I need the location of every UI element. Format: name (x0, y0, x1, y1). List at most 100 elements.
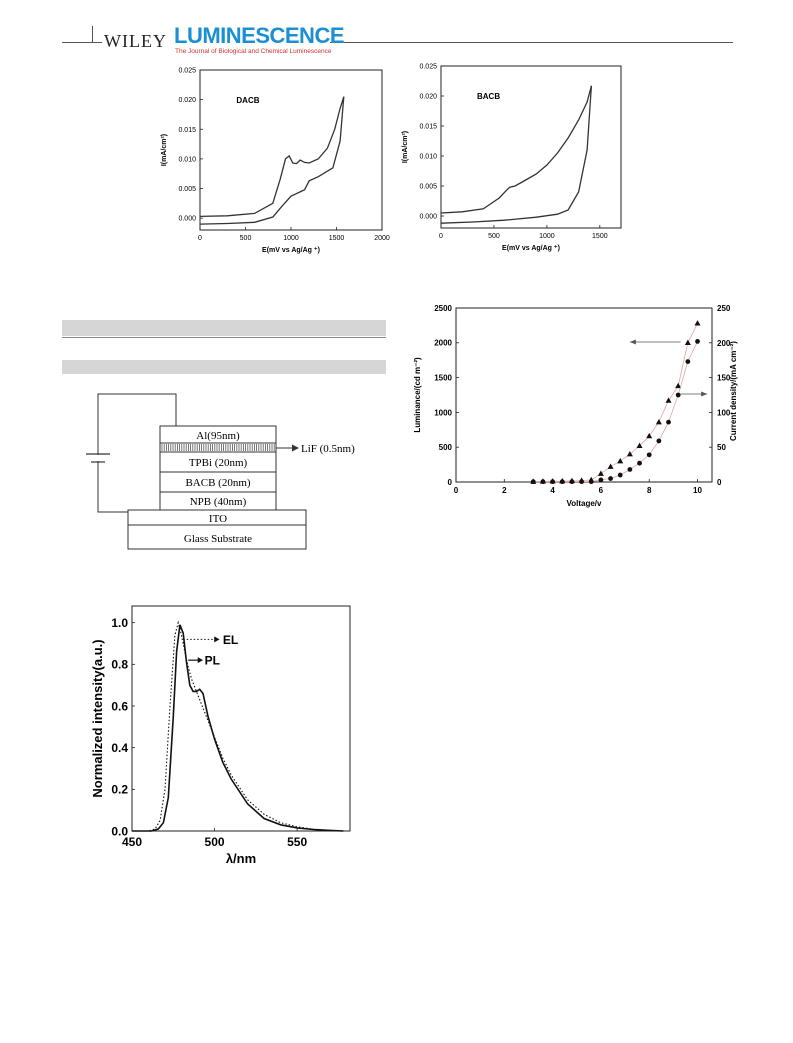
plot-frame (440, 65, 622, 229)
x-axis-label: E(mV vs Ag/Ag ⁺) (502, 245, 560, 252)
journal-subtitle: The Journal of Biological and Chemical L… (175, 48, 332, 55)
y-tick-label: 0.8 (111, 658, 128, 672)
pl-label: PL (205, 654, 220, 668)
cv-curve (440, 85, 593, 214)
series-line (533, 323, 698, 483)
x-tick-label: 10 (693, 486, 702, 495)
circle-point (598, 477, 604, 483)
y-tick-label: 0.010 (419, 154, 437, 161)
y-right-axis-label: Current density/(mA cm⁻²) (729, 341, 738, 441)
circle-point (559, 479, 565, 485)
x-tick-label: 1500 (329, 235, 345, 242)
circle-point (530, 479, 536, 485)
triangle-point (694, 320, 701, 326)
triangle-point (597, 470, 604, 476)
y-tick-label: 2000 (434, 339, 452, 348)
circle-point (685, 359, 691, 364)
x-tick-label: 550 (287, 835, 307, 849)
y-tick-label: 0.2 (111, 783, 128, 797)
spectrum-pl (132, 624, 344, 832)
x-tick-label: 500 (488, 233, 500, 240)
plot-frame (131, 605, 351, 832)
y-tick-label: 0 (448, 478, 453, 487)
y-tick-label: 0.025 (178, 68, 196, 75)
y-axis-label: I(mA/cm²) (161, 134, 168, 166)
circle-point (656, 438, 662, 444)
y-axis-label: I(mA/cm²) (402, 131, 409, 163)
circle-point (627, 467, 633, 472)
x-tick-label: 1000 (539, 233, 555, 240)
x-tick-label: 2 (502, 486, 507, 495)
cv-curve (199, 96, 345, 218)
arrowhead (701, 391, 708, 397)
journal-title: LUMINESCENCE (174, 23, 345, 48)
y-tick-label: 0.020 (419, 94, 437, 101)
triangle-point (684, 339, 691, 345)
circle-point (608, 476, 613, 481)
layer-label-bacb: BACB (20nm) (185, 477, 250, 489)
compound-label: DACB (236, 96, 259, 105)
circle-point (588, 479, 594, 485)
luminance-voltage-chart: 0 2 4 6 8 10050010001500200025000501001502002… (413, 304, 738, 508)
layer-label-tpbi: TPBi (20nm) (189, 457, 248, 469)
header-rule (330, 42, 733, 43)
series-line (533, 341, 698, 483)
circle-point (569, 479, 575, 485)
layer-label-glass: Glass Substrate (184, 533, 252, 545)
triangle-point (655, 418, 662, 425)
table-header-bar (62, 320, 386, 336)
triangle-point (626, 450, 633, 457)
circle-point (646, 452, 652, 458)
y-tick-label: 0.4 (111, 741, 128, 755)
lif-label: LiF (0.5nm) (301, 443, 355, 455)
circle-point (675, 392, 681, 398)
y-tick-label: 0.025 (419, 64, 437, 71)
x-tick-label: 500 (205, 835, 225, 849)
x-tick-label: 500 (240, 235, 252, 242)
y-right-tick-label: 100 (717, 408, 731, 417)
compound-label: BACB (477, 92, 500, 101)
x-axis-label: λ/nm (226, 851, 256, 866)
x-tick-label: 4 (550, 486, 555, 495)
y-tick-label: 0.005 (419, 184, 437, 191)
table-header-bar (62, 360, 386, 374)
triangle-point (636, 442, 643, 449)
circle-point (550, 479, 556, 485)
x-tick-label: 6 (599, 486, 604, 495)
y-tick-label: 0.000 (419, 214, 437, 221)
y-tick-label: 0.020 (178, 97, 196, 104)
y-tick-label: 0.0 (111, 824, 128, 838)
table-rule (62, 337, 386, 338)
circle-point (637, 460, 642, 466)
y-tick-label: 500 (439, 443, 453, 452)
y-right-tick-label: 200 (717, 339, 731, 348)
x-tick-label: 2000 (374, 235, 390, 242)
spectrum-el (132, 620, 344, 832)
circle-point (666, 419, 671, 425)
el-label: EL (223, 633, 238, 647)
y-tick-label: 1000 (434, 408, 452, 417)
x-tick-label: 450 (122, 835, 142, 849)
y-tick-label: 1.0 (111, 616, 128, 630)
x-axis-label: E(mV vs Ag/Ag ⁺) (262, 247, 320, 254)
triangle-point (646, 432, 653, 439)
header-tick (92, 26, 93, 43)
arrowhead (629, 339, 636, 345)
y-tick-label: 0.015 (178, 127, 196, 134)
circle-point (695, 339, 700, 344)
cv-chart-bacb: 0 500 1000 1500 0.000 0.005 0.010 0.015 0.020 0.0… (402, 64, 622, 252)
y-tick-label: 0.005 (178, 186, 196, 193)
y-axis-label: Luminance/(cd m⁻²) (413, 357, 422, 433)
layer-glass (127, 524, 307, 550)
layer-label-ito: ITO (209, 513, 227, 525)
x-tick-label: 0 (439, 233, 443, 240)
triangle-point (665, 397, 672, 403)
x-axis-label: Voltage/v (567, 499, 603, 508)
y-tick-label: 0.000 (178, 216, 196, 223)
y-tick-label: 0.015 (419, 124, 437, 131)
plot-frame (199, 69, 383, 231)
triangle-point (607, 463, 614, 469)
y-tick-label: 0.6 (111, 699, 128, 713)
arrowhead (197, 657, 204, 664)
